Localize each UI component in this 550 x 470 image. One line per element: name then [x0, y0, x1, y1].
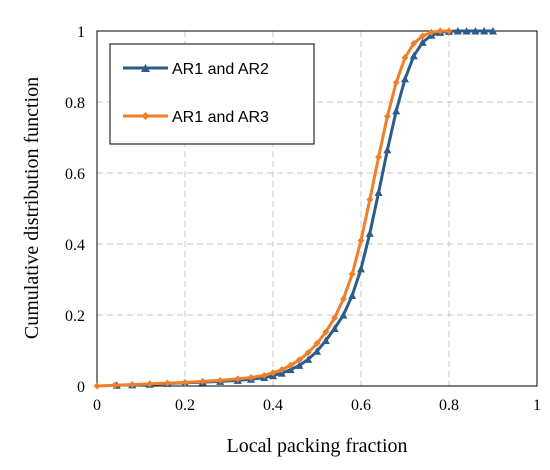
y-tick-label: 0.4: [65, 237, 85, 254]
data-point: [409, 51, 418, 60]
series-2: [93, 27, 453, 390]
data-point: [295, 356, 303, 364]
data-point: [339, 311, 348, 319]
plot-area-border: [96, 30, 538, 387]
data-point: [287, 361, 295, 369]
legend-marker-triangle-icon: [141, 64, 150, 72]
data-point: [339, 295, 347, 303]
data-point: [418, 38, 427, 46]
series-layer: [93, 27, 497, 390]
x-tick-label: 1: [533, 397, 541, 414]
data-point: [462, 27, 471, 35]
tick-labels: 0 0.2 0.4 0.6 0.8 1 0 0.2 0.4 0.6 0.8 1: [65, 24, 541, 414]
data-point: [383, 145, 392, 154]
data-point: [383, 112, 391, 120]
data-point: [445, 27, 453, 35]
legend-box: [109, 43, 315, 145]
y-tick-label: 0: [77, 379, 85, 396]
data-point: [348, 291, 357, 299]
data-point: [313, 347, 321, 355]
data-point: [427, 28, 435, 36]
data-point: [375, 153, 383, 161]
x-tick-label: 0.6: [351, 397, 371, 414]
data-point: [392, 106, 401, 115]
data-point: [392, 78, 400, 86]
data-point: [366, 196, 374, 204]
data-point: [330, 324, 339, 332]
data-point: [480, 27, 489, 35]
data-point: [269, 369, 277, 377]
data-point: [489, 27, 497, 35]
data-point: [295, 361, 304, 369]
y-tick-label: 0.8: [65, 95, 85, 112]
data-point: [199, 377, 207, 385]
data-point: [247, 373, 255, 381]
y-tick-label: 0.2: [65, 308, 85, 325]
data-point: [286, 365, 295, 374]
legend-marker-diamond-icon: [141, 112, 150, 120]
x-tick-label: 0.8: [439, 397, 459, 414]
data-point: [216, 376, 224, 384]
y-tick-label: 0.6: [65, 166, 85, 183]
data-point: [365, 229, 374, 237]
x-tick-label: 0: [93, 397, 101, 414]
data-point: [357, 264, 365, 273]
data-point: [453, 27, 462, 35]
data-point: [146, 380, 154, 388]
x-tick-label: 0.4: [263, 397, 283, 414]
legend-label-ar1-ar3: AR1 and AR3: [172, 109, 269, 126]
x-axis-title: Local packing fraction: [226, 435, 407, 457]
data-point: [419, 32, 427, 40]
data-point: [374, 188, 383, 197]
data-point: [181, 378, 189, 386]
data-point: [128, 381, 136, 389]
data-point: [278, 366, 286, 374]
data-point: [234, 375, 242, 383]
data-point: [348, 270, 356, 278]
data-point: [304, 349, 312, 357]
data-point: [357, 236, 365, 244]
legend: AR1 and AR2 AR1 and AR3: [109, 43, 315, 145]
grid: [97, 31, 537, 386]
y-axis-title: Cumulative distribution function: [21, 77, 43, 339]
data-point: [322, 328, 330, 336]
data-point: [401, 54, 409, 62]
data-point: [163, 379, 171, 387]
data-point: [313, 339, 321, 347]
data-point: [321, 336, 330, 345]
data-point: [111, 381, 119, 389]
x-tick-label: 0.2: [175, 397, 195, 414]
legend-label-ar1-ar2: AR1 and AR2: [172, 61, 269, 78]
data-point: [471, 27, 480, 35]
data-point: [331, 314, 339, 322]
y-tick-label: 1: [77, 24, 85, 41]
data-point: [93, 382, 101, 390]
data-point: [304, 355, 313, 363]
data-point: [410, 39, 418, 47]
data-point: [436, 27, 444, 35]
data-point: [401, 74, 409, 83]
data-point: [260, 371, 268, 379]
